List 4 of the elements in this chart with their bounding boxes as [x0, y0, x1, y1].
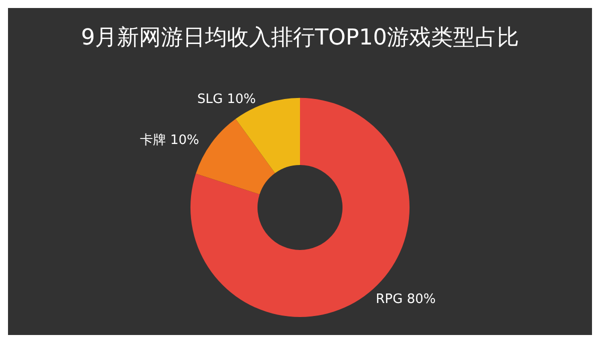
chart-title: 9月新网游日均收入排行TOP10游戏类型占比 — [80, 26, 520, 50]
slice-label: 卡牌 10% — [140, 133, 200, 148]
slice-label: SLG 10% — [197, 92, 256, 107]
slice-label: RPG 80% — [376, 292, 436, 307]
